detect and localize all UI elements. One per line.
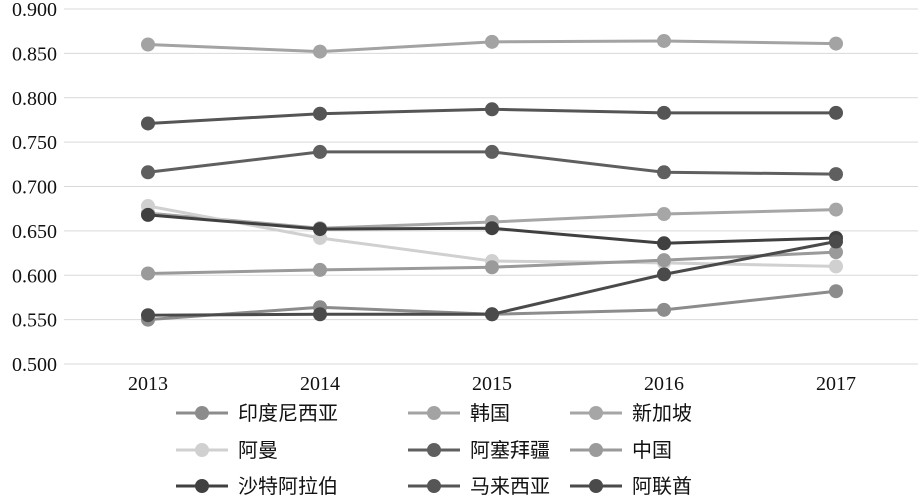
series-5 xyxy=(141,245,843,281)
data-point xyxy=(313,44,327,59)
y-tick-label: 0.850 xyxy=(12,43,57,65)
legend-label: 阿曼 xyxy=(238,438,278,462)
data-point xyxy=(657,267,671,282)
y-tick-label: 0.900 xyxy=(12,0,57,21)
data-point xyxy=(829,202,843,217)
series-7 xyxy=(141,102,843,131)
data-point xyxy=(313,144,327,159)
legend-item: 阿塞拜疆 xyxy=(408,438,550,462)
series-6 xyxy=(141,207,843,251)
data-point xyxy=(141,266,155,281)
legend-marker xyxy=(427,406,441,420)
data-point xyxy=(829,105,843,120)
gridlines xyxy=(64,8,918,365)
data-point xyxy=(829,259,843,274)
y-tick-label: 0.600 xyxy=(12,265,57,287)
data-point xyxy=(485,34,499,49)
data-point xyxy=(829,234,843,249)
data-point xyxy=(829,167,843,182)
legend-item: 中国 xyxy=(570,438,672,462)
legend-item: 马来西亚 xyxy=(408,474,550,498)
y-tick-label: 0.650 xyxy=(12,221,57,243)
data-point xyxy=(657,33,671,48)
data-point xyxy=(657,105,671,120)
legend-label: 阿塞拜疆 xyxy=(470,438,550,462)
legend-label: 马来西亚 xyxy=(470,474,550,498)
data-point xyxy=(829,284,843,299)
data-point xyxy=(313,222,327,237)
data-point xyxy=(313,307,327,322)
legend-marker xyxy=(195,443,209,457)
legend-label: 阿联酋 xyxy=(632,474,692,498)
data-point xyxy=(657,236,671,251)
legend-item: 阿联酋 xyxy=(570,474,692,498)
legend-label: 韩国 xyxy=(470,401,510,425)
legend-item: 印度尼西亚 xyxy=(176,401,338,425)
legend-marker xyxy=(427,443,441,457)
legend-item: 沙特阿拉伯 xyxy=(176,474,338,498)
series-lines xyxy=(141,33,843,327)
data-point xyxy=(141,165,155,180)
legend-marker xyxy=(195,479,209,493)
legend-label: 中国 xyxy=(632,438,672,462)
data-point xyxy=(657,207,671,222)
data-point xyxy=(485,307,499,322)
data-point xyxy=(657,302,671,317)
x-tick-label: 2017 xyxy=(816,373,856,395)
legend-marker xyxy=(195,406,209,420)
series-8 xyxy=(141,234,843,323)
data-point xyxy=(657,165,671,180)
y-tick-label: 0.800 xyxy=(12,88,57,110)
data-point xyxy=(141,37,155,52)
y-tick-label: 0.500 xyxy=(12,354,57,376)
x-tick-label: 2015 xyxy=(472,373,512,395)
series-4 xyxy=(141,144,843,182)
data-point xyxy=(829,36,843,51)
legend-marker xyxy=(427,479,441,493)
series-line xyxy=(147,240,837,317)
data-point xyxy=(141,308,155,323)
y-axis-tick-labels: 0.500 0.550 0.600 0.650 0.700 0.750 0.800 0.850… xyxy=(12,0,57,376)
legend-item: 新加坡 xyxy=(570,401,692,425)
legend-item: 韩国 xyxy=(408,401,510,425)
legend-label: 印度尼西亚 xyxy=(238,401,338,425)
y-tick-label: 0.700 xyxy=(12,177,57,199)
legend-label: 沙特阿拉伯 xyxy=(238,474,338,498)
data-point xyxy=(313,262,327,277)
data-point xyxy=(657,253,671,268)
series-1 xyxy=(141,33,843,59)
data-point xyxy=(485,221,499,236)
legend-item: 阿曼 xyxy=(176,438,278,462)
data-point xyxy=(141,116,155,131)
data-point xyxy=(829,245,843,260)
data-point xyxy=(485,102,499,117)
data-point xyxy=(141,207,155,222)
data-point xyxy=(485,260,499,275)
x-tick-label: 2014 xyxy=(300,373,340,395)
data-point xyxy=(485,144,499,159)
legend-marker xyxy=(589,406,603,420)
x-tick-label: 2016 xyxy=(644,373,684,395)
data-point xyxy=(313,106,327,121)
y-tick-label: 0.750 xyxy=(12,132,57,154)
legend-label: 新加坡 xyxy=(632,401,692,425)
y-tick-label: 0.550 xyxy=(12,310,57,332)
legend-marker xyxy=(589,443,603,457)
legend-marker xyxy=(589,479,603,493)
x-axis-tick-labels: 2013 2014 2015 2016 2017 xyxy=(128,373,856,395)
x-tick-label: 2013 xyxy=(128,373,168,395)
